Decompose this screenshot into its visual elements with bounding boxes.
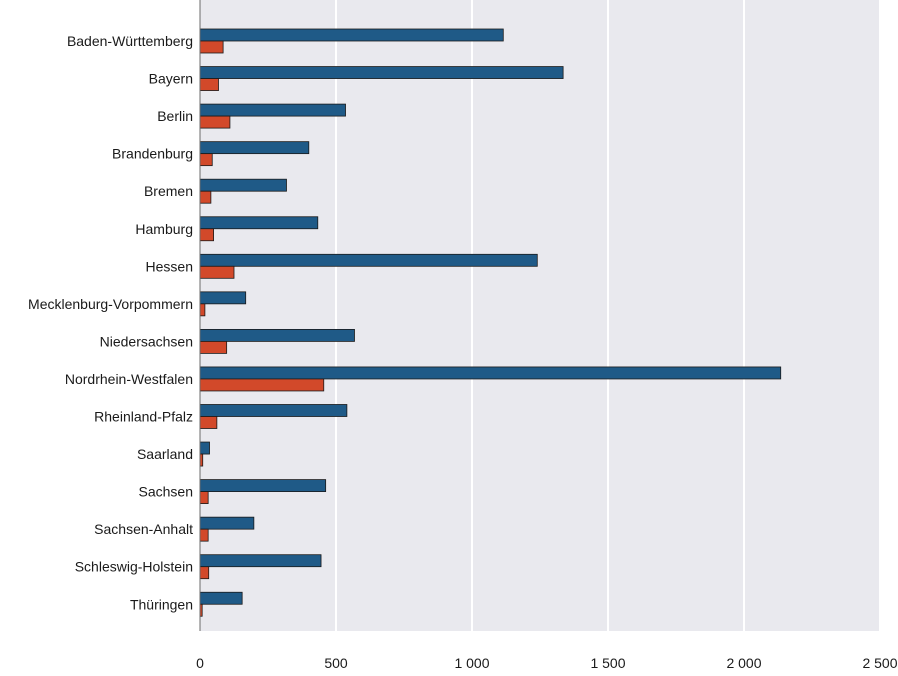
bar-series-1 — [199, 366, 782, 380]
x-tick-label: 2 500 — [862, 655, 897, 671]
category-label: Hessen — [146, 258, 193, 274]
bar-series-1 — [199, 591, 243, 605]
x-tick-labels: 0 500 1 000 1 500 2 000 2 500 — [196, 655, 898, 671]
bar-series-2 — [199, 340, 228, 354]
category-label: Mecklenburg-Vorpommern — [28, 296, 193, 312]
bar-series-1 — [199, 404, 348, 417]
bar-series-1 — [199, 28, 504, 42]
category-label: Niedersachsen — [100, 333, 193, 349]
bar-series-2 — [199, 303, 206, 317]
bar-series-1 — [199, 291, 247, 305]
bar-series-1 — [199, 253, 538, 267]
bar-series-2 — [199, 528, 209, 542]
category-label: Saarland — [137, 446, 193, 462]
category-label: Hamburg — [135, 221, 193, 237]
bar-series-1 — [199, 516, 255, 530]
bar-series-1 — [199, 66, 564, 79]
bar-series-1 — [199, 103, 346, 117]
category-labels: Baden-Württemberg Bayern Berlin Brandenburg… — [28, 33, 193, 612]
bar-series-1 — [199, 441, 210, 455]
category-label: Schleswig-Holstein — [75, 559, 193, 575]
grid-lines — [335, 0, 881, 631]
category-label: Brandenburg — [112, 146, 193, 162]
category-label: Sachsen-Anhalt — [94, 521, 193, 537]
bar-series-2 — [199, 78, 219, 91]
x-tick-label: 0 — [196, 655, 204, 671]
bar-series-2 — [199, 416, 218, 429]
bar-series-2 — [199, 115, 231, 129]
category-label: Bremen — [144, 183, 193, 199]
x-tick-label: 2 000 — [726, 655, 761, 671]
bars — [199, 28, 782, 617]
category-label: Thüringen — [130, 596, 193, 612]
bar-series-2 — [199, 566, 210, 580]
bar-series-2 — [199, 491, 209, 505]
category-label: Baden-Württemberg — [67, 33, 193, 49]
bar-series-2 — [199, 378, 325, 392]
category-label: Berlin — [157, 108, 193, 124]
plot-background — [200, 0, 880, 631]
bar-series-2 — [199, 228, 214, 242]
bar-series-1 — [199, 141, 310, 155]
category-label: Sachsen — [139, 484, 193, 500]
category-label: Bayern — [149, 71, 193, 87]
bar-series-1 — [199, 178, 287, 192]
bar-series-2 — [199, 265, 235, 279]
bar-series-2 — [199, 40, 224, 54]
bar-series-1 — [199, 479, 327, 493]
category-label: Nordrhein-Westfalen — [65, 371, 193, 387]
bar-series-2 — [199, 153, 213, 167]
bar-series-1 — [199, 216, 319, 230]
bar-series-1 — [199, 554, 322, 568]
x-tick-label: 1 000 — [454, 655, 489, 671]
x-tick-label: 500 — [324, 655, 348, 671]
bar-series-2 — [199, 190, 212, 204]
bar-series-1 — [199, 328, 355, 342]
x-tick-label: 1 500 — [590, 655, 625, 671]
category-label: Rheinland-Pfalz — [94, 409, 193, 425]
